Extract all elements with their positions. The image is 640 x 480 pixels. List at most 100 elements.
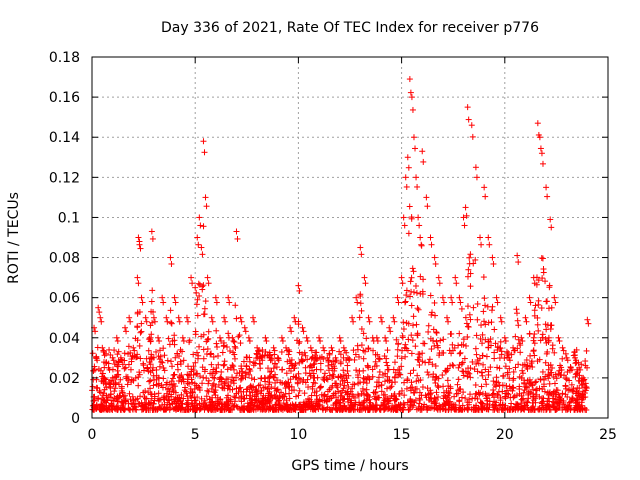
data-point <box>402 353 409 360</box>
data-point <box>403 319 410 326</box>
data-point <box>188 366 195 373</box>
data-point <box>235 395 242 402</box>
data-point <box>470 260 477 267</box>
data-point <box>246 358 253 365</box>
data-point <box>543 184 550 191</box>
data-point <box>479 331 486 338</box>
data-point <box>434 406 441 413</box>
data-point <box>566 377 573 384</box>
data-point <box>412 343 419 350</box>
data-point <box>489 303 496 310</box>
data-point <box>142 314 149 321</box>
data-point <box>198 244 205 251</box>
data-point <box>365 345 372 352</box>
data-point <box>177 358 184 365</box>
data-point <box>136 369 143 376</box>
data-point <box>238 363 245 370</box>
data-point <box>556 403 563 410</box>
data-point <box>494 392 501 399</box>
data-point <box>202 404 209 411</box>
data-point <box>364 406 371 413</box>
data-point <box>302 406 309 413</box>
data-point <box>200 400 207 407</box>
data-point <box>527 299 534 306</box>
data-point <box>302 364 309 371</box>
data-point <box>150 400 157 407</box>
data-point <box>249 399 256 406</box>
data-point <box>431 299 438 306</box>
data-point <box>187 392 194 399</box>
data-point <box>368 404 375 411</box>
data-point <box>323 397 330 404</box>
data-point <box>414 372 421 379</box>
data-point <box>536 134 543 141</box>
data-point <box>138 294 145 301</box>
data-point <box>473 360 480 367</box>
data-point <box>524 384 531 391</box>
data-point <box>362 280 369 287</box>
data-point <box>220 343 227 350</box>
data-point <box>213 340 220 347</box>
data-point <box>428 309 435 316</box>
data-point <box>333 380 340 387</box>
data-point <box>513 306 520 313</box>
data-point <box>171 371 178 378</box>
data-point <box>184 318 191 325</box>
data-point <box>127 366 134 373</box>
data-point <box>142 395 149 402</box>
data-point <box>530 347 537 354</box>
data-point <box>405 164 412 171</box>
data-point <box>204 387 211 394</box>
data-point <box>470 304 477 311</box>
data-point <box>166 396 173 403</box>
data-point <box>271 391 278 398</box>
data-point <box>214 352 221 359</box>
data-point <box>477 399 484 406</box>
data-point <box>122 324 129 331</box>
data-point <box>103 359 110 366</box>
data-point <box>515 322 522 329</box>
y-tick-labels: 0 0.02 0.04 0.06 0.08 0.1 0.12 0.14 0.16 0.18 <box>49 50 80 427</box>
data-point <box>279 366 286 373</box>
data-point <box>366 318 373 325</box>
data-point <box>584 316 591 323</box>
data-point <box>555 370 562 377</box>
data-point <box>263 337 270 344</box>
data-point <box>221 402 228 409</box>
data-point <box>423 194 430 201</box>
data-point <box>562 404 569 411</box>
data-point <box>114 405 121 412</box>
data-point <box>494 364 501 371</box>
data-point <box>363 386 370 393</box>
data-point <box>398 387 405 394</box>
data-point <box>229 334 236 341</box>
data-point <box>156 363 163 370</box>
data-point <box>416 222 423 229</box>
data-point <box>490 378 497 385</box>
data-point <box>541 381 548 388</box>
data-point <box>225 330 232 337</box>
data-point <box>142 406 149 413</box>
data-point <box>503 382 510 389</box>
data-point <box>150 314 157 321</box>
data-point <box>114 398 121 405</box>
data-point <box>491 326 498 333</box>
data-point <box>156 396 163 403</box>
data-point <box>373 334 380 341</box>
data-point <box>415 306 422 313</box>
data-point <box>316 384 323 391</box>
data-point <box>194 355 201 362</box>
data-point <box>129 406 136 413</box>
data-point <box>90 367 97 374</box>
data-point <box>416 354 423 361</box>
data-point <box>159 359 166 366</box>
y-tick-label: 0.1 <box>58 210 80 226</box>
data-point <box>387 328 394 335</box>
data-point <box>100 403 107 410</box>
data-point <box>412 282 419 289</box>
data-point <box>562 350 569 357</box>
data-point <box>534 358 541 365</box>
data-point <box>161 367 168 374</box>
data-point <box>255 382 262 389</box>
data-point <box>467 283 474 290</box>
